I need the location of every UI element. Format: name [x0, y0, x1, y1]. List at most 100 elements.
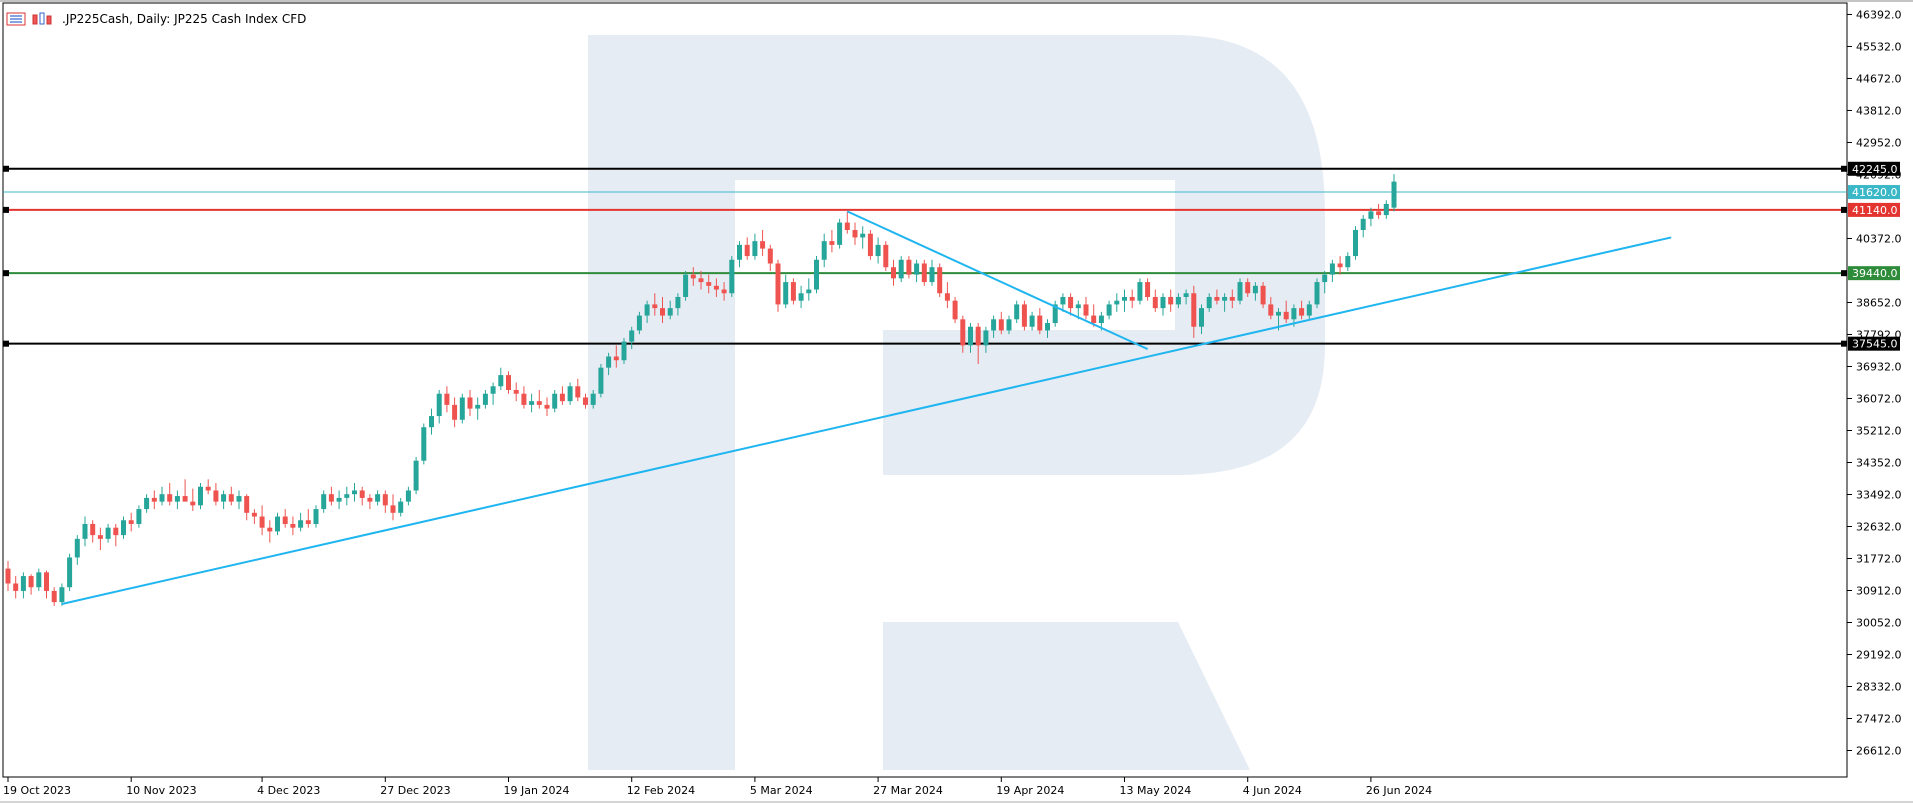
- x-tick-label: 19 Jan 2024: [504, 784, 570, 797]
- candle-body: [521, 393, 527, 405]
- trendlines: [61, 210, 1672, 605]
- candle-body: [128, 520, 134, 524]
- candle-body: [228, 494, 234, 502]
- candle-body: [636, 315, 642, 331]
- plot-frame: [2, 2, 1848, 778]
- candle-body: [737, 244, 742, 260]
- candle-body: [1045, 323, 1050, 331]
- candle-body: [59, 587, 65, 603]
- candle-body: [729, 259, 735, 294]
- candle-body: [390, 505, 396, 513]
- y-tick-label: 32632.0: [1856, 520, 1902, 533]
- title-colon: :: [166, 12, 175, 26]
- candle-body: [1345, 256, 1351, 268]
- level-price-label: 41620.0: [1852, 186, 1898, 199]
- candle-body: [429, 416, 434, 428]
- y-tick-label: 45532.0: [1856, 40, 1902, 53]
- y-tick-label: 30052.0: [1856, 616, 1902, 629]
- candle-body: [67, 557, 73, 588]
- candle-body: [690, 274, 696, 279]
- candle-body: [675, 296, 681, 309]
- candle-body: [113, 527, 119, 536]
- candle-body: [1075, 304, 1081, 309]
- candle-body: [74, 538, 80, 558]
- candle-body: [1160, 296, 1166, 309]
- candle-body: [413, 460, 419, 491]
- candle-body: [367, 497, 373, 502]
- candle-body: [1091, 315, 1097, 324]
- x-tick-label: 4 Jun 2024: [1243, 784, 1302, 797]
- candle-body: [1391, 181, 1397, 208]
- x-tick-label: 27 Dec 2023: [380, 784, 450, 797]
- candle-body: [713, 285, 719, 290]
- candle-body: [860, 233, 866, 238]
- candle-body: [321, 494, 327, 510]
- candle-body: [536, 401, 542, 405]
- candle-body: [998, 319, 1004, 331]
- candle-body: [744, 244, 750, 257]
- level-handle-left: [3, 340, 9, 347]
- candle-body: [544, 404, 550, 409]
- candle-body: [621, 341, 627, 361]
- candle-body: [1260, 285, 1266, 305]
- candle-body: [1052, 304, 1058, 324]
- candlestick-settings-icon[interactable]: [6, 12, 26, 26]
- candle-body: [944, 293, 950, 301]
- candle-body: [490, 386, 496, 394]
- candle-body: [382, 494, 388, 506]
- y-tick-label: 43812.0: [1856, 104, 1902, 117]
- candles: [5, 174, 1397, 606]
- candle-body: [606, 356, 612, 368]
- candle-body: [867, 233, 873, 257]
- candle-body: [344, 494, 350, 498]
- y-tick-label: 38652.0: [1856, 296, 1902, 309]
- indicators-icon[interactable]: [32, 12, 52, 26]
- candle-body: [20, 576, 26, 591]
- candle-body: [575, 386, 581, 398]
- level-price-label: 42245.0: [1852, 163, 1898, 176]
- candle-body: [352, 490, 357, 495]
- candle-body: [259, 516, 265, 528]
- candle-body: [875, 244, 881, 257]
- candle-body: [44, 572, 49, 591]
- candle-body: [1283, 311, 1289, 320]
- y-tick-label: 33492.0: [1856, 488, 1902, 501]
- candle-body: [475, 404, 481, 409]
- level-handle-right: [1841, 206, 1847, 213]
- candle-body: [559, 393, 565, 402]
- candle-body: [598, 367, 604, 394]
- candle-body: [891, 267, 896, 279]
- candle-body: [282, 516, 288, 524]
- candle-body: [1229, 296, 1235, 301]
- candle-body: [1306, 304, 1312, 316]
- candle-body: [82, 523, 88, 539]
- candle-body: [1383, 203, 1389, 216]
- candle-body: [467, 397, 473, 409]
- candle-body: [1129, 296, 1135, 301]
- candle-body: [975, 326, 981, 346]
- x-tick-label: 27 Mar 2024: [873, 784, 943, 797]
- candle-body: [1137, 282, 1143, 301]
- candle-body: [336, 497, 342, 502]
- level-handle-left: [3, 165, 9, 172]
- candle-body: [652, 304, 658, 309]
- candle-body: [1168, 296, 1174, 305]
- candle-body: [190, 501, 196, 506]
- level-price-label: 41140.0: [1852, 204, 1898, 217]
- candle-body: [405, 490, 411, 502]
- chart-title: .JP225Cash, Daily: JP225 Cash Index CFD: [62, 12, 306, 26]
- y-tick-label: 36072.0: [1856, 392, 1902, 405]
- candle-body: [721, 289, 727, 294]
- candle-body: [921, 263, 927, 283]
- candle-body: [883, 244, 889, 268]
- candle-body: [28, 576, 34, 588]
- level-handle-left: [3, 206, 9, 213]
- candle-body: [1083, 304, 1089, 316]
- candle-body: [1337, 263, 1343, 268]
- candle-body: [1021, 304, 1027, 327]
- candle-body: [182, 496, 188, 502]
- y-tick-label: 27472.0: [1856, 713, 1902, 726]
- candle-body: [1268, 304, 1274, 316]
